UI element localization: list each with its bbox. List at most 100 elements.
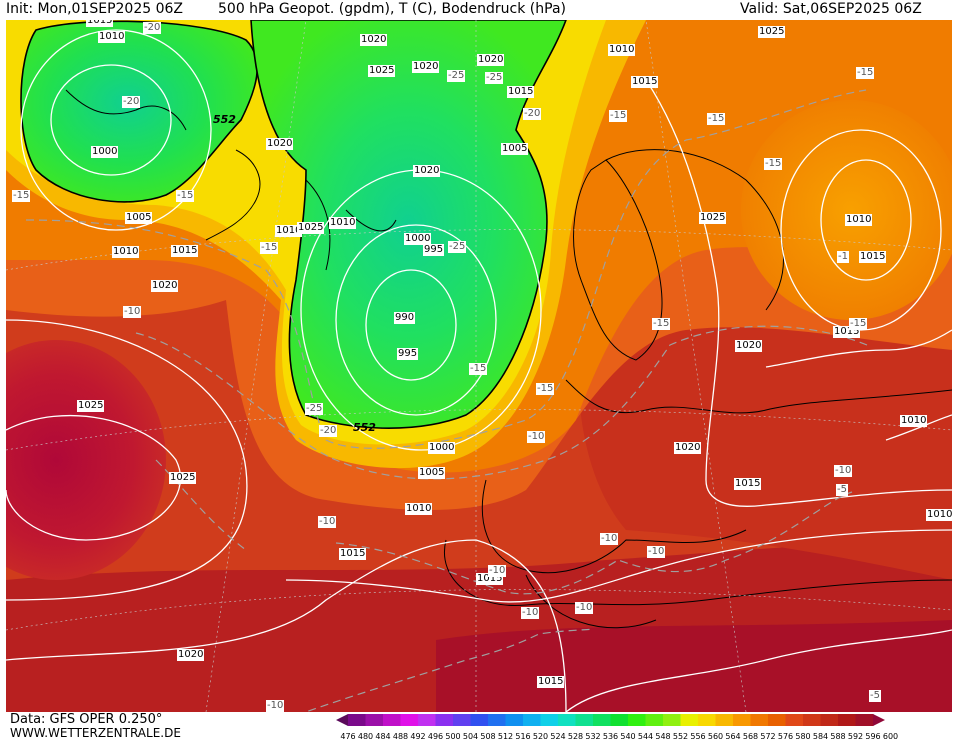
scale-swatch (400, 714, 419, 726)
data-source: Data: GFS OPER 0.250° (10, 712, 163, 727)
scale-swatch (383, 714, 401, 726)
scale-tick-label: 552 (672, 732, 689, 741)
isobar-label: 1025 (758, 26, 786, 38)
isotherm-label: -15 (536, 383, 555, 395)
isobar-label: 1010 (608, 44, 636, 56)
scale-tick-label: 580 (795, 732, 811, 741)
scale-swatch (785, 714, 804, 726)
isotherm-label: -15 (652, 318, 671, 330)
scale-tick-label: 564 (725, 732, 741, 741)
isotherm-label: -20 (143, 22, 162, 34)
isobar-label: 1020 (413, 165, 441, 177)
scale-tick-label: 524 (550, 732, 566, 741)
scale-tick-label: 512 (497, 732, 514, 741)
scale-swatch (838, 714, 856, 726)
isobar-label: 1000 (404, 233, 432, 245)
map-title: 500 hPa Geopot. (gpdm), T (C), Bodendruc… (218, 1, 566, 17)
scale-tick-label: 492 (410, 732, 426, 741)
scale-swatch (523, 714, 541, 726)
contour-552-label: 552 (213, 113, 236, 126)
isobar-label: 1015 (339, 548, 367, 560)
isobar-label: 1020 (177, 649, 205, 661)
isobar-label: 1025 (699, 212, 727, 224)
scale-swatch (593, 714, 611, 726)
isobar-label: 1025 (169, 472, 197, 484)
isobar-label: 990 (394, 312, 416, 324)
isobar-label: 1020 (266, 138, 294, 150)
isotherm-label: -25 (485, 72, 504, 84)
isobar-label: 1000 (91, 146, 119, 158)
scale-swatch (768, 714, 786, 726)
scale-swatch (540, 714, 559, 726)
scale-tick-label: 560 (707, 732, 724, 741)
isobar-label: 1015 (537, 676, 565, 688)
isotherm-label: -10 (527, 431, 546, 443)
scale-swatch (820, 714, 839, 726)
scale-swatch (435, 714, 454, 726)
isobar-label: 1015 (734, 478, 762, 490)
field-ne-cell (741, 100, 952, 320)
scale-swatch (750, 714, 769, 726)
isotherm-label: -25 (448, 241, 467, 253)
isobar-label: 1020 (360, 34, 388, 46)
isobar-label: 1015 (86, 20, 114, 27)
field-sw-high (6, 340, 166, 580)
scale-min-arrow (336, 714, 348, 726)
scale-swatch (733, 714, 751, 726)
isotherm-label: -5 (869, 690, 881, 702)
weather-map: 1010 1010 1015 1020 1025 1020 1020 1025 1015 1015… (6, 20, 952, 712)
scale-swatch (558, 714, 576, 726)
isobar-label: 1005 (418, 467, 446, 479)
scale-tick-label: 476 (340, 732, 356, 741)
isobar-label: 1020 (151, 280, 179, 292)
scale-swatch (803, 714, 821, 726)
scale-tick-label: 576 (777, 732, 794, 741)
scale-swatch (855, 714, 874, 726)
scale-swatch (453, 714, 471, 726)
scale-tick-label: 484 (375, 732, 391, 741)
scale-tick-label: 588 (830, 732, 846, 741)
isotherms (25, 89, 868, 712)
field-green-central (250, 20, 567, 429)
scale-tick-label: 548 (655, 732, 671, 741)
isobar-label: 1005 (501, 143, 529, 155)
isobar-label: 1010 (275, 225, 303, 237)
scale-swatch (628, 714, 646, 726)
scale-swatch (348, 714, 366, 726)
isotherm-label: -1 (837, 251, 849, 263)
scale-tick-label: 528 (567, 732, 584, 741)
scale-tick-label: 532 (585, 732, 601, 741)
footer-bar: Data: GFS OPER 0.250° WWW.WETTERZENTRALE… (0, 712, 959, 741)
isotherm-label: -10 (575, 602, 594, 614)
isobar-label: 1020 (477, 54, 505, 66)
isotherm-label: -5 (836, 484, 848, 496)
isotherm-label: -15 (849, 318, 868, 330)
scale-tick-label: 500 (445, 732, 461, 741)
isobar-label: 1015 (507, 86, 535, 98)
coastlines (65, 89, 952, 629)
scale-tick-label: 536 (602, 732, 619, 741)
scale-tick-label: 556 (690, 732, 706, 741)
scale-tick-label: 568 (742, 732, 759, 741)
isotherm-label: -10 (600, 533, 619, 545)
scale-tick-label: 516 (515, 732, 531, 741)
scale-tick-label: 496 (427, 732, 444, 741)
isotherm-label: -15 (260, 242, 279, 254)
valid-time: Valid: Sat,06SEP2025 06Z (740, 1, 922, 17)
scale-tick-label: 504 (462, 732, 479, 741)
scale-swatch (645, 714, 664, 726)
isobar-label: 1010 (405, 503, 433, 515)
website-credit: WWW.WETTERZENTRALE.DE (10, 726, 181, 740)
contour-552-label: 552 (353, 421, 376, 434)
isotherm-label: -15 (856, 67, 875, 79)
isotherm-label: -15 (764, 158, 783, 170)
isotherm-label: -20 (319, 425, 338, 437)
scale-tick-label: 584 (812, 732, 829, 741)
header-bar: Init: Mon,01SEP2025 06Z 500 hPa Geopot. … (0, 0, 959, 20)
scale-swatch (715, 714, 734, 726)
isotherm-label: -10 (488, 565, 507, 577)
scale-swatch (488, 714, 506, 726)
scale-tick-label: 544 (637, 732, 654, 741)
isotherm-label: -15 (707, 113, 726, 125)
color-scale-bar (336, 714, 885, 726)
